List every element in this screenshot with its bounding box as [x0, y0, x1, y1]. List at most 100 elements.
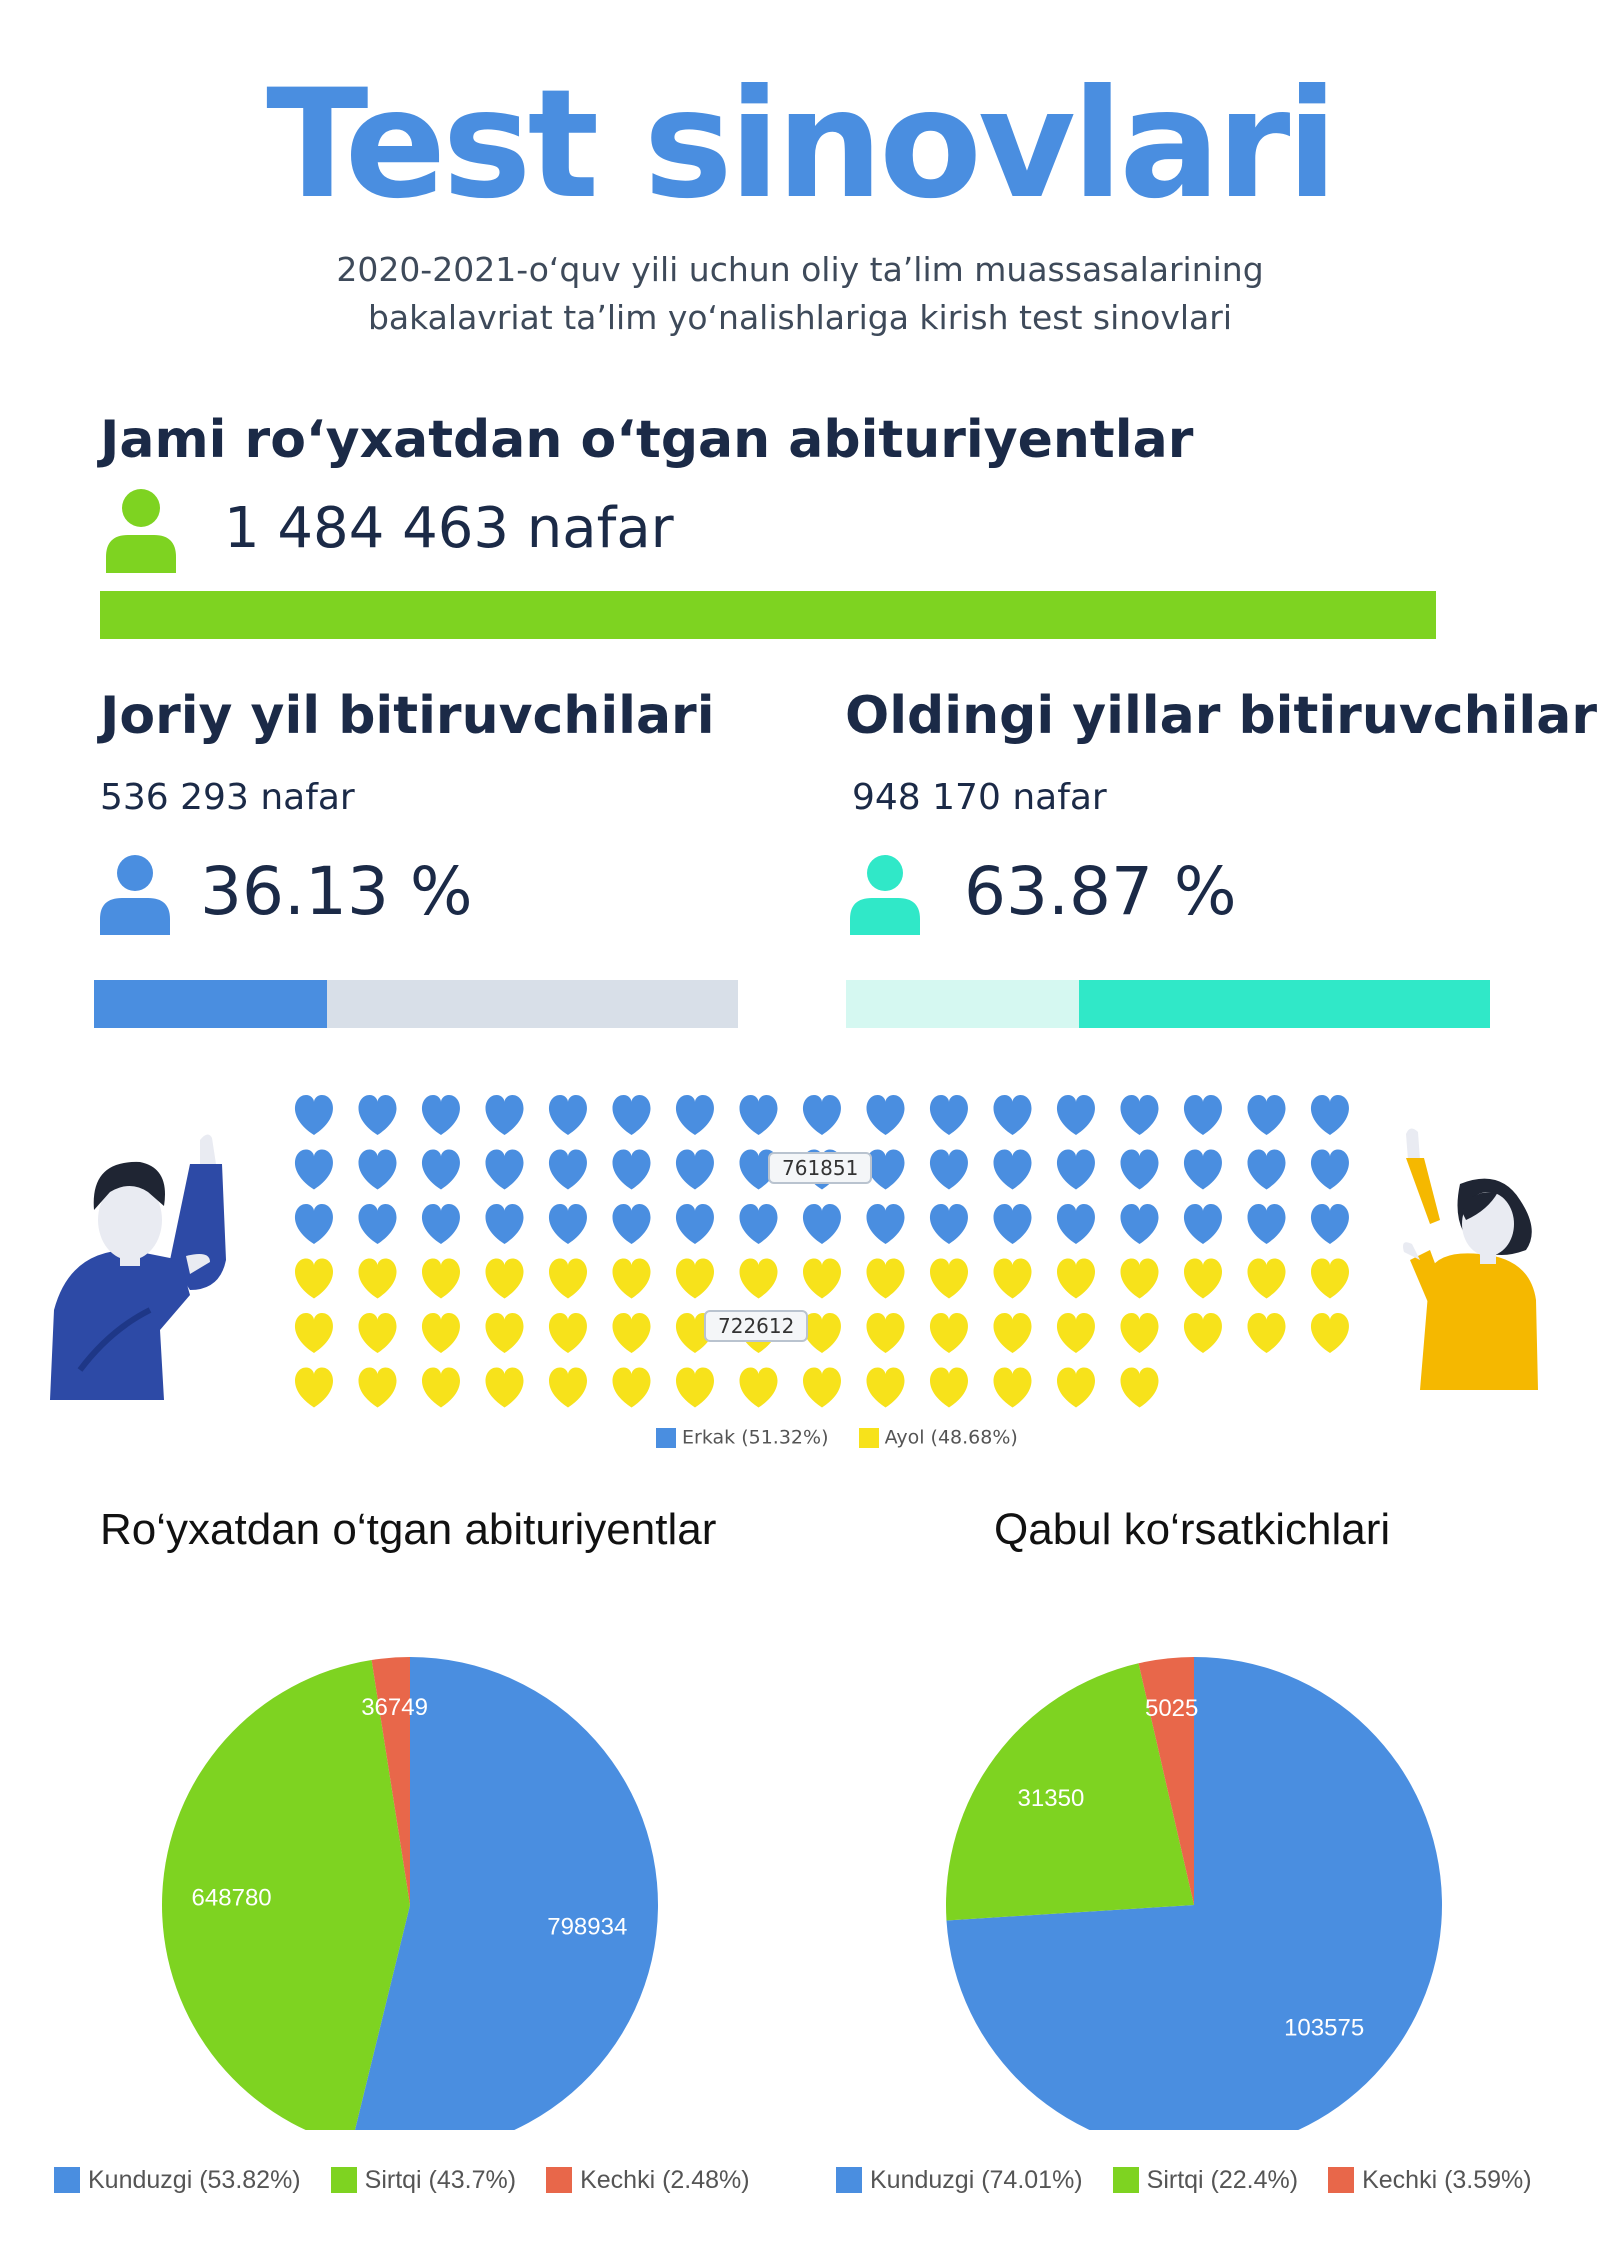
heart-icon-female	[930, 1258, 968, 1299]
male-count-tag: 761851	[768, 1152, 873, 1184]
heart-icon-female	[1057, 1258, 1095, 1299]
pie1-legend: Kunduzgi (53.82%) Sirtqi (43.7%) Kechki (2…	[54, 2165, 780, 2195]
previous-person-icon	[848, 853, 922, 935]
pie-value-label: 31350	[1018, 1785, 1085, 1812]
heart-icon-female	[676, 1367, 714, 1408]
heart-icon-male	[295, 1095, 333, 1135]
heart-icon-male	[1120, 1149, 1159, 1190]
heart-icon-female	[1120, 1313, 1159, 1353]
gender-legend: Erkak (51.32%) Ayol (48.68%)	[656, 1426, 1018, 1449]
heart-icon-female	[866, 1367, 905, 1408]
heart-icon-male	[358, 1095, 397, 1135]
heart-icon-male	[1057, 1204, 1095, 1244]
current-heading: Joriy yil bitiruvchilari	[100, 686, 715, 746]
legend-male-label: Erkak (51.32%)	[682, 1426, 829, 1449]
heart-icon-female	[803, 1258, 841, 1299]
heart-icon-female	[1247, 1313, 1286, 1353]
heart-icon-male	[739, 1204, 778, 1244]
heart-icon-female	[993, 1258, 1032, 1299]
heart-icon-female	[295, 1313, 333, 1353]
page-subtitle: 2020-2021-o‘quv yili uchun oliy ta’lim m…	[0, 246, 1600, 342]
heart-icon-male	[803, 1204, 841, 1244]
pie-value-label: 648780	[192, 1884, 272, 1911]
pie-value-label: 103575	[1284, 2014, 1364, 2041]
current-percent: 36.13 %	[200, 853, 473, 930]
heart-icon-female	[739, 1367, 778, 1408]
heart-icon-male	[1247, 1149, 1286, 1190]
pie2-legend: Kunduzgi (74.01%) Sirtqi (22.4%) Kechki (3…	[836, 2165, 1562, 2195]
pie-legend-swatch	[330, 2167, 357, 2194]
heart-icon-male	[1120, 1095, 1159, 1135]
heart-icon-male	[358, 1149, 397, 1190]
heart-icon-female	[549, 1313, 587, 1353]
heart-icon-female	[358, 1258, 397, 1299]
pie-legend-swatch	[546, 2167, 573, 2194]
heart-icon-female	[866, 1258, 905, 1299]
man-illustration	[40, 1120, 240, 1404]
current-progress-bar	[94, 980, 738, 1028]
heart-icon-female	[549, 1367, 587, 1408]
heart-icon-female	[358, 1313, 397, 1353]
heart-icon-female	[485, 1313, 524, 1353]
heart-icon-male	[612, 1095, 651, 1135]
heart-icon-female	[612, 1367, 651, 1408]
heart-icon-female	[612, 1313, 651, 1353]
heart-icon-female	[549, 1258, 587, 1299]
heart-icon-male	[676, 1095, 714, 1135]
heart-icon-male	[485, 1149, 524, 1190]
heart-icon-male	[676, 1149, 714, 1190]
heart-icon-female	[1184, 1313, 1222, 1353]
heart-icon-female	[422, 1258, 460, 1299]
heart-icon-female	[485, 1258, 524, 1299]
heart-icon-female	[485, 1367, 524, 1408]
heart-icon-female	[930, 1367, 968, 1408]
heart-icon-male	[1311, 1204, 1349, 1244]
heart-icon-male	[1247, 1095, 1286, 1135]
pie-legend-swatch	[1112, 2167, 1139, 2194]
heart-icon-male	[739, 1095, 778, 1135]
pie2-chart: 103575 31350 5025	[946, 1657, 1442, 2130]
heart-icon-male	[295, 1149, 333, 1190]
pie1-chart: 798934 648780 36749	[162, 1657, 658, 2130]
heart-icon-male	[1311, 1095, 1349, 1135]
total-bar	[100, 591, 1436, 639]
pie-value-label: 5025	[1145, 1695, 1198, 1722]
pie-value-label: 36749	[361, 1694, 428, 1721]
previous-count: 948 170 nafar	[852, 777, 1107, 818]
current-count: 536 293 nafar	[100, 777, 355, 818]
pie-legend-label: Kunduzgi (74.01%)	[870, 2165, 1083, 2194]
heart-icon-female	[1247, 1258, 1286, 1299]
heart-icon-male	[422, 1149, 460, 1190]
current-progress-track	[327, 980, 738, 1028]
heart-icon-male	[1120, 1204, 1159, 1244]
heart-icon-female	[1311, 1258, 1349, 1299]
total-person-icon	[104, 487, 178, 573]
heart-icon-female	[1057, 1367, 1095, 1408]
heart-icon-male	[1184, 1149, 1222, 1190]
pie-slice-1	[946, 1663, 1194, 1921]
pie-legend-label: Kechki (2.48%)	[580, 2165, 750, 2194]
heart-icon-male	[930, 1149, 968, 1190]
gender-pictogram	[295, 1095, 1349, 1408]
pie-slice-2	[371, 1657, 410, 1905]
heart-icon-male	[612, 1204, 651, 1244]
pie-legend-item: Sirtqi (22.4%)	[1112, 2165, 1298, 2195]
heart-icon-male	[676, 1204, 714, 1244]
heart-icon-male	[866, 1149, 905, 1190]
subtitle-line-1: 2020-2021-o‘quv yili uchun oliy ta’lim m…	[336, 250, 1264, 289]
heart-icon-female	[803, 1367, 841, 1408]
total-value: 1 484 463 nafar	[224, 496, 674, 561]
heart-icon-male	[930, 1204, 968, 1244]
pie-legend-swatch	[54, 2167, 80, 2194]
heart-icon-male	[612, 1149, 651, 1190]
legend-female-label: Ayol (48.68%)	[884, 1426, 1018, 1449]
total-heading: Jami ro‘yxatdan o‘tgan abituriyentlar	[100, 410, 1194, 470]
heart-icon-female	[295, 1258, 333, 1299]
heart-icon-female	[930, 1313, 968, 1353]
pie-legend-label: Sirtqi (43.7%)	[364, 2165, 517, 2194]
heart-icon-male	[549, 1095, 587, 1135]
heart-icon-male	[485, 1095, 524, 1135]
heart-icon-male	[549, 1149, 587, 1190]
heart-icon-male	[1184, 1204, 1222, 1244]
pie-legend-item: Kunduzgi (74.01%)	[836, 2165, 1083, 2195]
